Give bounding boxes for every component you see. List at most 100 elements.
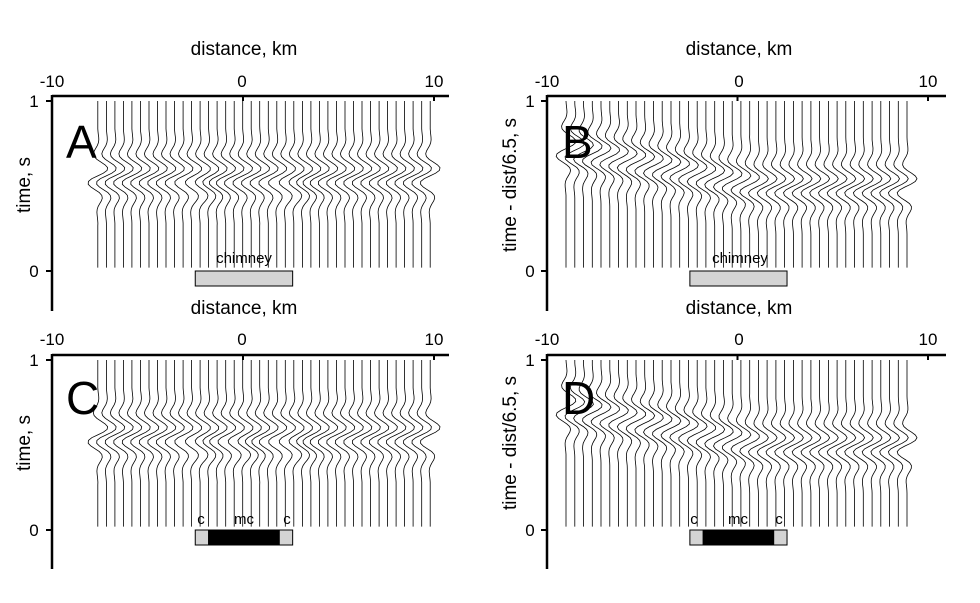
panel-d-trace [844, 360, 866, 527]
panel-b-trace [844, 101, 866, 268]
panel-d-trace [835, 360, 857, 527]
panel-a-chimney-bar [194, 270, 294, 287]
panel-b-trace [835, 101, 857, 268]
panel-c-trace [403, 360, 424, 527]
panel-c-trace [251, 360, 271, 527]
panel-d-trace [896, 360, 918, 527]
panel-d-trace [634, 360, 656, 527]
panel-b-trace [722, 101, 743, 268]
panel-d-xlabel: distance, km [686, 298, 793, 319]
panel-c-xlabel: distance, km [191, 298, 298, 319]
panel-b-trace [774, 101, 796, 268]
panel-c-xtick-right: 10 [425, 330, 444, 349]
panel-d-ytick-top: 1 [525, 351, 534, 370]
panel-a-trace [216, 101, 236, 268]
panel-b-trace [739, 101, 760, 268]
panel-c-trace [104, 360, 126, 527]
panel-a-trace [155, 101, 177, 268]
panel-c-trace [113, 360, 134, 527]
panel-c-trace [130, 360, 151, 527]
panel-b-trace [660, 101, 682, 268]
panel-d-trace [669, 360, 690, 527]
panel-a-trace [309, 101, 330, 268]
panel-d-trace [564, 360, 586, 527]
panel-b-trace [652, 101, 673, 268]
panel-b-ylabel: time - dist/6.5, s [500, 118, 521, 252]
panel-c-trace [96, 360, 117, 527]
panel-c-bar-segment-2 [278, 529, 294, 546]
panel-d-trace [704, 360, 726, 527]
panel-b-xtick-right: 10 [919, 72, 938, 91]
panel-a-trace [334, 101, 356, 268]
panel-d-bar-label-mid: mc [728, 511, 748, 528]
panel-b-trace [573, 101, 594, 268]
panel-d-trace [660, 360, 682, 527]
panel-b-trace [765, 101, 787, 268]
panel-c-trace [343, 360, 364, 527]
panel-a-trace [360, 101, 381, 268]
panel-c-trace [237, 360, 254, 527]
panel-a-trace [258, 101, 279, 268]
panel-d-trace [730, 360, 752, 527]
panel-d-xtick-right: 10 [919, 330, 938, 349]
panel-c-trace [155, 360, 177, 527]
panel-d-trace [765, 360, 787, 527]
panel-a-trace [249, 101, 270, 268]
panel-a-xlabel: distance, km [191, 39, 298, 60]
panel-a-trace [174, 101, 194, 268]
panel-d-bar-label-left: c [690, 511, 698, 528]
panel-c-trace [334, 360, 356, 527]
panel-b-trace [634, 101, 656, 268]
panel-d-trace [809, 360, 831, 527]
panel-b-trace [861, 101, 883, 268]
panel-a-trace [386, 101, 407, 268]
panel-b-trace [809, 101, 831, 268]
panel-b-trace [870, 101, 892, 268]
panel-d-trace [783, 360, 804, 527]
panel-d-traces [555, 359, 918, 527]
panel-d-bar-label-right: c [775, 511, 783, 528]
panel-b-trace [582, 101, 603, 268]
panel-c-trace [244, 360, 262, 527]
panel-c-trace [278, 360, 296, 527]
panel-c-trace [184, 360, 203, 527]
panel-a-trace [121, 101, 143, 268]
panel-a-trace [130, 101, 151, 268]
panel-b-trace [852, 101, 874, 268]
panel-d-trace [774, 360, 796, 527]
panel-a-trace [241, 101, 262, 268]
panel-a-bar-label: chimney [216, 250, 272, 267]
panel-d-trace [582, 360, 603, 527]
panel-c-trace [202, 360, 220, 527]
panel-c-ytick-top: 1 [29, 351, 38, 370]
panel-d-trace [573, 360, 594, 527]
panel-c-trace [420, 360, 441, 527]
panel-c-ytick-bottom: 0 [29, 521, 38, 540]
panel-d-trace [678, 360, 699, 527]
panel-b-bar-segment-0 [689, 270, 788, 287]
panel-c-trace [360, 360, 381, 527]
panel-b-trace [625, 101, 647, 268]
panel-c-trace [227, 360, 245, 527]
panel-a: distance, km -10 0 10 1 0 time, s A chim… [14, 39, 449, 311]
panel-b-trace [643, 101, 664, 268]
panel-d-trace [861, 360, 883, 527]
panel-c-trace [164, 360, 185, 527]
panel-a-trace [113, 101, 134, 268]
panel-d-ytick-bottom: 0 [525, 521, 534, 540]
panel-c-bar-segment-1 [208, 529, 280, 546]
panel-c-trace [377, 360, 398, 527]
panel-c-trace [268, 360, 288, 527]
panel-b: distance, km -10 0 10 1 0 time - dist/6.… [500, 39, 946, 311]
panel-b-trace [887, 101, 909, 268]
panel-d-trace [608, 360, 629, 527]
panel-a-trace [194, 101, 211, 268]
panel-b-trace [826, 101, 848, 268]
panel-a-trace [138, 101, 160, 268]
panel-d-trace [713, 360, 734, 527]
panel-a-trace [288, 101, 305, 268]
panel-b-trace [669, 101, 690, 268]
panel-d-trace [652, 360, 673, 527]
panel-c-bar-label-mid: mc [234, 511, 254, 528]
